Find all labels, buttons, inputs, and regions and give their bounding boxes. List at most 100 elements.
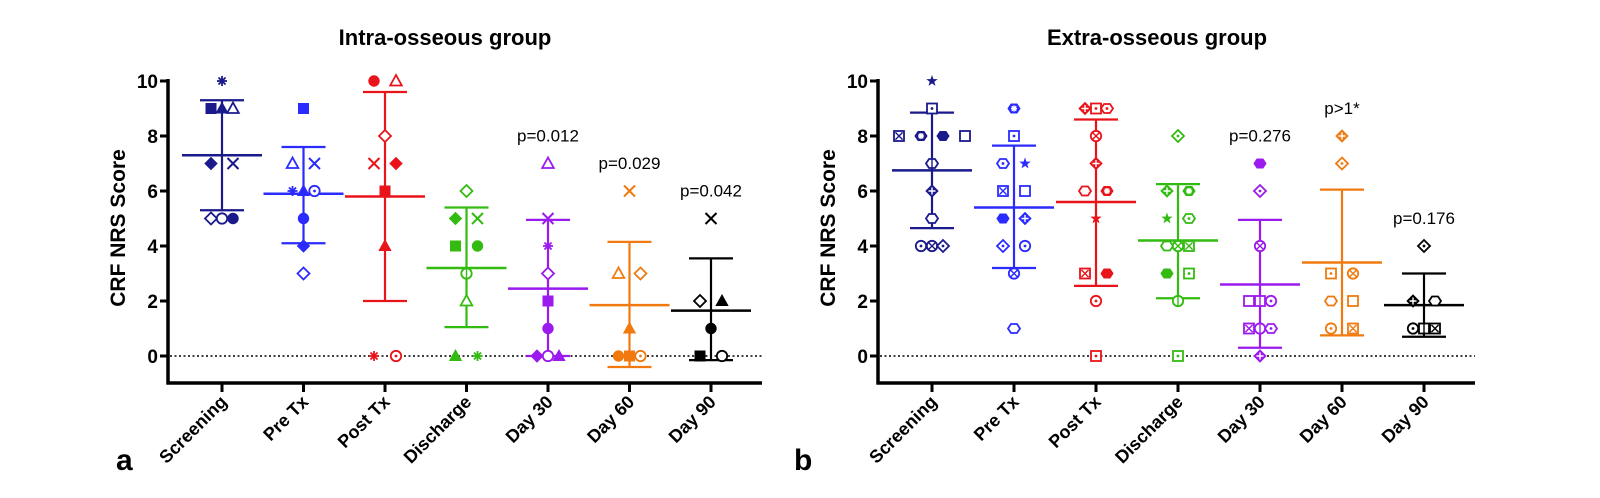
data-point-square-x	[1079, 267, 1091, 280]
series-day-60: p>1*	[1302, 99, 1382, 337]
data-point-circle-bar	[1171, 294, 1185, 308]
data-point-circle-dot	[634, 349, 647, 363]
data-point-square-dot	[1325, 267, 1337, 280]
series-day-60: p=0.029	[589, 154, 670, 369]
data-point-diamond-filled	[530, 349, 544, 363]
data-point-x	[704, 212, 718, 225]
data-point-hex-open	[1323, 295, 1339, 307]
x-tick-label: Pre Tx	[259, 392, 312, 445]
data-point-diamond-open	[203, 211, 219, 226]
data-point-triangle-filled	[448, 348, 463, 361]
data-point-hex-open	[1077, 185, 1093, 197]
data-point-circle-dot	[1406, 322, 1420, 335]
data-point-hex-filled	[996, 213, 1010, 224]
data-point-square-open	[1243, 295, 1255, 307]
data-point-diamond-dot	[935, 238, 951, 254]
data-point-square-bar	[1418, 322, 1430, 335]
data-point-circle-bar	[1253, 322, 1267, 335]
data-point-diamond-plus	[1089, 156, 1103, 171]
data-point-square-dot	[1172, 350, 1184, 362]
data-point-x	[226, 157, 240, 170]
p-value-annotation: p=0.012	[517, 127, 579, 146]
x-tick-label: Day 90	[1378, 392, 1433, 447]
data-point-hex-filled	[1253, 158, 1267, 169]
p-value-annotation: p>1*	[1324, 99, 1360, 118]
data-point-hex-plus-filled	[1007, 103, 1021, 114]
data-point-triangle-open	[540, 155, 556, 169]
p-value-annotation: p=0.042	[680, 182, 742, 201]
data-point-diamond-open	[633, 266, 648, 281]
data-point-circle-bar	[460, 267, 473, 280]
data-point-diamond-dot	[995, 238, 1011, 254]
data-point-hex-filled	[936, 131, 950, 141]
data-point-square-open	[959, 130, 971, 142]
data-point-triangle-open	[459, 293, 474, 307]
data-point-square-x	[893, 130, 905, 142]
panel-b-label: b	[794, 444, 812, 477]
y-tick-label: 4	[857, 237, 868, 258]
data-point-square-dot	[1090, 350, 1102, 362]
data-point-triangle-filled	[215, 101, 229, 114]
data-point-diamond-dot	[1170, 128, 1186, 144]
x-tick-label: Day 30	[1214, 392, 1269, 447]
y-tick-label: 10	[847, 72, 868, 93]
data-point-circle-filled	[612, 350, 625, 362]
data-point-triangle-filled	[552, 348, 566, 361]
data-point-circle-filled	[705, 322, 717, 335]
y-tick-label: 10	[137, 72, 158, 93]
data-point-square-filled	[298, 103, 309, 114]
x-tick-label: Screening	[155, 392, 231, 468]
x-tick-label: Post Tx	[334, 392, 394, 452]
data-point-circle-filled	[368, 75, 380, 87]
y-tick-label: 6	[147, 182, 158, 203]
data-point-hex-plus-filled	[1100, 186, 1114, 196]
data-point-diamond-open	[459, 183, 474, 199]
data-point-diamond-filled	[448, 211, 463, 226]
y-tick-label: 8	[147, 127, 158, 148]
data-point-circle-dot	[1264, 294, 1278, 308]
series-day-30: p=0.012	[508, 127, 588, 363]
data-point-triangle-open	[225, 100, 241, 114]
x-tick-label: Day 30	[502, 392, 557, 447]
data-point-square-filled	[694, 350, 706, 362]
x-tick-label: Discharge	[1111, 392, 1187, 468]
data-point-circle-filled	[542, 322, 554, 335]
data-point-hex-dot	[1181, 213, 1197, 224]
data-point-square-bar	[1254, 295, 1266, 307]
data-point-diamond-dot	[1334, 156, 1350, 171]
data-point-hex-dot	[995, 158, 1011, 169]
series-pre-tx	[263, 103, 344, 281]
data-point-diamond-filled	[204, 156, 218, 171]
data-point-asterisk	[287, 186, 298, 196]
data-point-hex-filled	[1100, 268, 1114, 279]
panel-a: Intra-osseous group CRF NRS Score a 0 2 4 6…	[107, 25, 762, 477]
x-tick-label: Discharge	[400, 392, 476, 468]
data-point-triangle-filled	[622, 321, 637, 334]
series-day-30: p=0.276	[1220, 127, 1300, 363]
data-point-diamond-filled	[296, 239, 311, 253]
p-value-annotation: p=0.029	[599, 154, 661, 173]
series-discharge	[426, 183, 507, 361]
x-tick-label: Day 60	[583, 392, 638, 447]
data-point-x	[623, 184, 636, 198]
data-point-triangle-filled	[378, 238, 392, 251]
data-point-star	[1019, 157, 1031, 169]
y-tick-label: 0	[857, 347, 868, 368]
data-point-diamond-plus	[1253, 349, 1267, 363]
data-point-circle-dot	[914, 239, 928, 253]
data-point-diamond-open	[377, 128, 393, 144]
data-point-hex-filled	[1160, 268, 1174, 279]
data-point-diamond-plus	[1018, 211, 1032, 226]
y-tick-label: 8	[857, 127, 868, 148]
data-point-circle-x	[1089, 129, 1103, 143]
data-point-x	[367, 157, 381, 170]
panel-b: Extra-osseous group CRF NRS Score b 0 2 4 6…	[794, 25, 1475, 477]
series-post-tx	[1056, 101, 1136, 362]
data-point-star	[1161, 212, 1173, 224]
data-point-circle-x	[1171, 239, 1185, 253]
data-point-hex-bar	[924, 158, 940, 169]
panel-a-title: Intra-osseous group	[339, 25, 552, 50]
data-point-square-filled	[379, 185, 391, 197]
x-tick-label: Post Tx	[1045, 392, 1105, 452]
